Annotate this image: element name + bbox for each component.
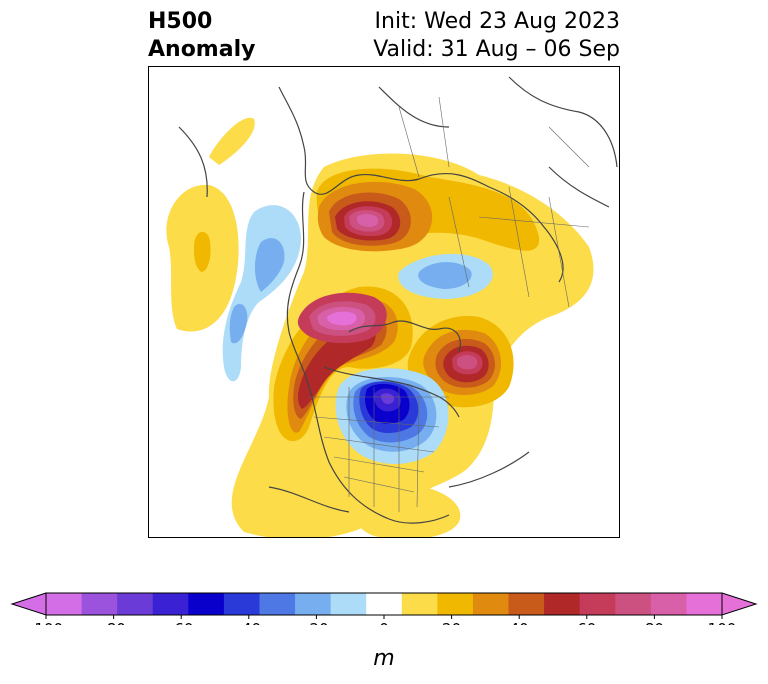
colorbar-cell bbox=[508, 593, 545, 615]
colorbar-cell bbox=[81, 593, 118, 615]
colorbar-tick-label: -80 bbox=[101, 620, 126, 625]
colorbar-cell bbox=[330, 593, 367, 615]
colorbar-cell bbox=[46, 593, 83, 615]
colorbar: -100 -80 -60 -40 -20 0 20 40 60 80 100 bbox=[10, 592, 758, 625]
colorbar-cell bbox=[223, 593, 260, 615]
init-date: Init: Wed 23 Aug 2023 bbox=[374, 9, 620, 34]
map-canvas bbox=[166, 76, 618, 537]
colorbar-tick-label: 20 bbox=[442, 620, 461, 625]
colorbar-tick-label: 60 bbox=[577, 620, 596, 625]
colorbar-extend-high bbox=[721, 592, 758, 616]
colorbar-tick-label: -40 bbox=[237, 620, 262, 625]
colorbar-cell bbox=[472, 593, 510, 615]
colorbar-cell bbox=[295, 593, 332, 615]
chart-title: H500 Anomaly bbox=[148, 8, 255, 64]
colorbar-tick-label: 40 bbox=[510, 620, 529, 625]
colorbar-unit: m bbox=[373, 646, 395, 671]
colorbar-cell bbox=[579, 593, 616, 615]
colorbar-cells bbox=[10, 592, 758, 616]
colorbar-cell bbox=[650, 593, 687, 615]
colorbar-tick-label: -60 bbox=[169, 620, 194, 625]
colorbar-cell bbox=[188, 593, 225, 615]
colorbar-extend-low bbox=[10, 592, 47, 616]
title-field: Anomaly bbox=[148, 37, 256, 62]
anomaly-map bbox=[148, 66, 620, 538]
colorbar-tick-label: 0 bbox=[379, 620, 389, 625]
colorbar-cell bbox=[152, 593, 189, 615]
valid-dates: Valid: 31 Aug – 06 Sep bbox=[373, 37, 620, 62]
chart-dates: Init: Wed 23 Aug 2023 Valid: 31 Aug – 06… bbox=[373, 8, 620, 64]
colorbar-tick-label: 80 bbox=[645, 620, 664, 625]
colorbar-tick-label: 100 bbox=[708, 620, 737, 625]
negative-anomaly-blue bbox=[222, 205, 493, 465]
colorbar-cell bbox=[366, 593, 403, 615]
map-political-lines bbox=[309, 96, 590, 512]
colorbar-ticks: -100 -80 -60 -40 -20 0 20 40 60 80 100 bbox=[29, 615, 736, 625]
colorbar-cell bbox=[437, 593, 474, 615]
colorbar-tick-label: -20 bbox=[304, 620, 329, 625]
title-variable: H500 bbox=[148, 9, 213, 34]
colorbar-cell bbox=[544, 593, 581, 615]
colorbar-cell bbox=[686, 593, 723, 615]
colorbar-cell bbox=[615, 593, 652, 615]
positive-anomaly-magenta bbox=[297, 206, 483, 375]
colorbar-tick-label: -100 bbox=[29, 620, 63, 625]
colorbar-cell bbox=[117, 593, 154, 615]
colorbar-cell bbox=[259, 593, 296, 615]
colorbar-cell bbox=[401, 593, 438, 615]
